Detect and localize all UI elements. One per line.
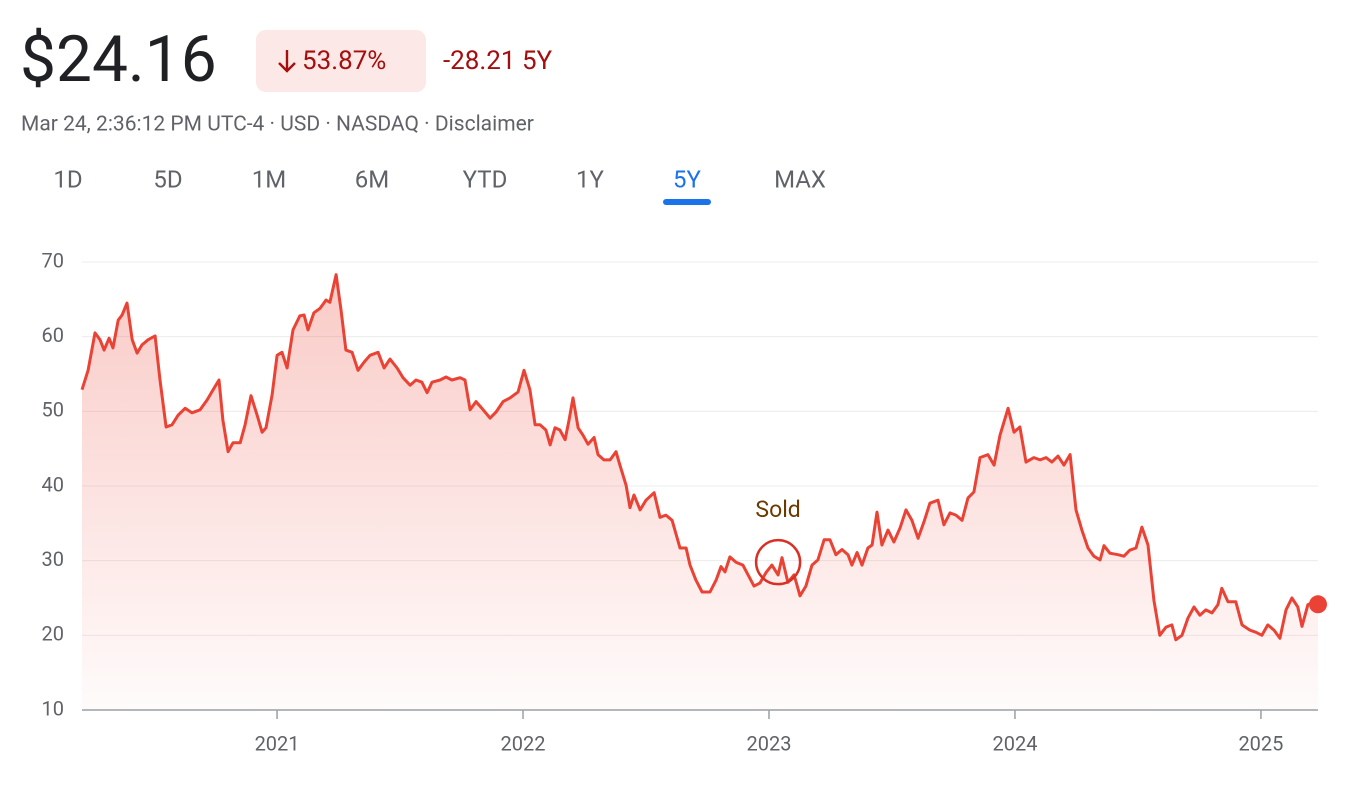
- x-tick-label: 2021: [255, 731, 300, 755]
- y-tick-label: 20: [42, 622, 64, 646]
- y-tick-label: 40: [42, 472, 64, 496]
- range-tab[interactable]: 6M: [355, 165, 389, 193]
- price-area: [82, 274, 1318, 710]
- range-tabs: 1D 5D 1M 6M YTD 1Y 5Y MAX: [53, 165, 826, 205]
- y-tick-label: 50: [42, 398, 64, 422]
- y-tick-label: 70: [42, 248, 64, 272]
- x-tick-label: 2024: [992, 731, 1037, 755]
- range-tab[interactable]: 1D: [53, 165, 82, 193]
- meta-info: Mar 24, 2:36:12 PM UTC-4 · USD · NASDAQ …: [21, 113, 534, 137]
- price: $24.16: [20, 22, 217, 97]
- current-price-dot: [1309, 595, 1327, 614]
- change-absolute: -28.21 5Y: [443, 46, 553, 76]
- down-arrow-icon: [278, 50, 296, 73]
- x-tick-label: 2022: [501, 731, 546, 755]
- y-tick-label: 10: [42, 696, 64, 720]
- range-tab[interactable]: 5Y: [673, 165, 701, 193]
- range-tab[interactable]: 5D: [153, 165, 182, 193]
- x-tick-label: 2023: [747, 731, 792, 755]
- range-tab[interactable]: MAX: [774, 165, 826, 193]
- change-percent: 53.87%: [302, 46, 386, 76]
- range-tab[interactable]: 1Y: [576, 165, 604, 193]
- y-tick-label: 60: [42, 323, 64, 347]
- y-tick-label: 30: [42, 547, 64, 571]
- selected-tab-indicator: [663, 199, 711, 205]
- range-tab[interactable]: YTD: [463, 165, 508, 193]
- annotation-marker: [754, 538, 802, 586]
- range-tab[interactable]: 1M: [252, 165, 286, 193]
- chart: 10 20 30 40 50 60 70 2021 2022 2023 2024 2025 Sold: [42, 248, 1327, 755]
- x-tick-label: 2025: [1238, 731, 1283, 755]
- price-line: [80, 273, 1319, 642]
- annotation-label: Sold: [755, 496, 800, 523]
- change-badge: [256, 30, 426, 92]
